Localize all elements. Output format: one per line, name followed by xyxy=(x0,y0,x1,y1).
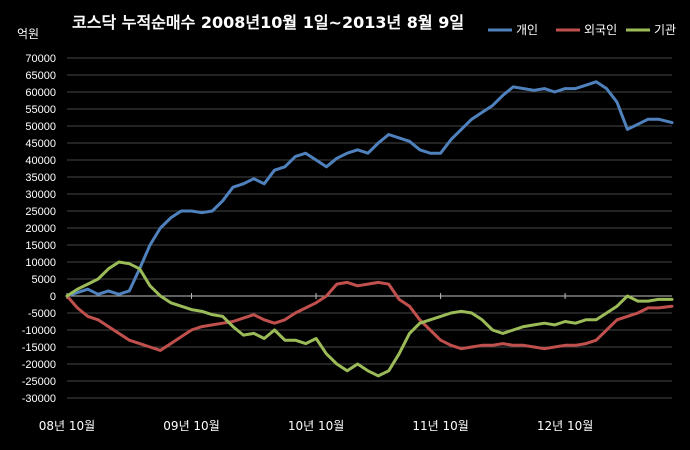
y-tick-label: 40000 xyxy=(25,155,56,167)
y-tick-label: 65000 xyxy=(25,70,56,82)
y-tick-label: 0 xyxy=(50,291,56,303)
series-line xyxy=(65,280,674,352)
gridlines xyxy=(67,57,672,399)
x-tick-label: 11년 10월 xyxy=(412,419,468,433)
legend-label: 개인 xyxy=(516,23,538,37)
y-tick-label: 35000 xyxy=(25,172,56,184)
y-tick-label: 55000 xyxy=(25,104,56,116)
y-tick-label: -20000 xyxy=(22,359,56,371)
y-tick-label: 25000 xyxy=(25,206,56,218)
y-axis: -30000 -25000 -20000 -15000 -10000 -5000 0 5000… xyxy=(22,53,56,405)
legend-label: 기관 xyxy=(654,23,676,37)
y-tick-label: 50000 xyxy=(25,121,56,133)
x-tick-label: 12년 10월 xyxy=(537,419,593,433)
y-tick-label: 15000 xyxy=(25,240,56,252)
y-tick-label: -30000 xyxy=(22,393,56,405)
y-tick-label: -25000 xyxy=(22,376,56,388)
y-axis-unit: 억원 xyxy=(17,27,39,41)
y-tick-label: 70000 xyxy=(25,53,56,65)
series-lines xyxy=(65,80,674,378)
y-tick-label: -10000 xyxy=(22,325,56,337)
y-tick-label: 10000 xyxy=(25,257,56,269)
y-tick-label: 45000 xyxy=(25,138,56,150)
legend: 개인 외국인 기관 xyxy=(488,23,676,37)
y-tick-label: 30000 xyxy=(25,189,56,201)
legend-label: 외국인 xyxy=(584,23,617,37)
x-tick-label: 08년 10월 xyxy=(39,419,95,433)
y-tick-label: 5000 xyxy=(32,274,56,286)
series-line xyxy=(65,80,674,298)
x-tick-label: 10년 10월 xyxy=(288,419,344,433)
chart-title: 코스닥 누적순매수 2008년10월 1일~2013년 8월 9일 xyxy=(72,13,464,32)
y-tick-label: 20000 xyxy=(25,223,56,235)
y-tick-label: -15000 xyxy=(22,342,56,354)
series-line xyxy=(65,260,674,378)
x-tick-label: 09년 10월 xyxy=(163,419,219,433)
y-tick-label: 60000 xyxy=(25,87,56,99)
x-axis: 08년 10월 09년 10월 10년 10월 11년 10월 12년 10월 xyxy=(39,293,593,433)
y-tick-label: -5000 xyxy=(28,308,56,320)
